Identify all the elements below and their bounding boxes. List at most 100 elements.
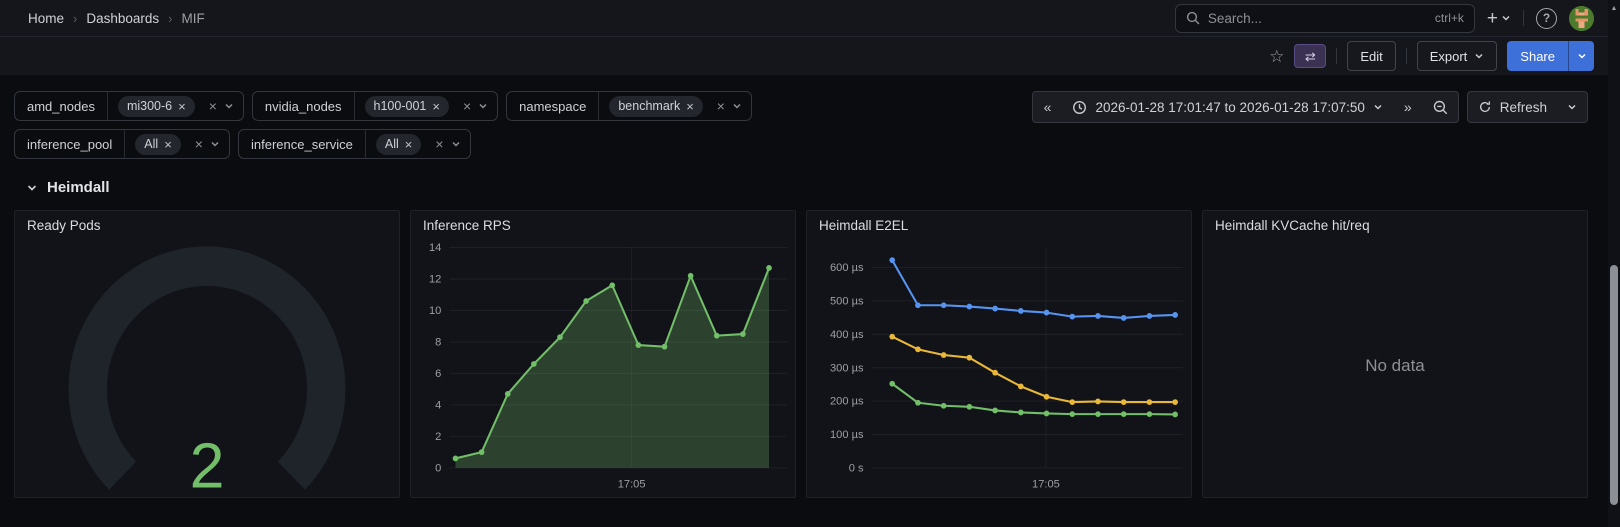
timeseries-chart: 0 2 4 6 8 10 12 14 17:05: [429, 242, 787, 491]
row-heimdall[interactable]: Heimdall: [26, 179, 1620, 196]
share-split-button: Share: [1507, 41, 1594, 71]
svg-text:2: 2: [435, 431, 441, 443]
svg-text:8: 8: [435, 336, 441, 348]
panel-title[interactable]: Inference RPS: [423, 218, 511, 233]
filter-label[interactable]: namespace: [507, 92, 600, 120]
dashboard-toolbar: ☆ ⇄ Edit Export Share: [0, 37, 1620, 75]
search-input[interactable]: Search... ctrl+k: [1174, 3, 1475, 33]
chevron-down-icon: [1374, 104, 1382, 110]
filter-label[interactable]: amd_nodes: [15, 92, 108, 120]
export-label: Export: [1429, 48, 1468, 64]
nodata-panel-body: No data: [1203, 235, 1587, 497]
filter-value: benchmark: [618, 99, 681, 113]
scroll-up-icon[interactable]: ▲: [1610, 5, 1618, 12]
search-shortcut: ctrl+k: [1434, 11, 1464, 25]
top-nav: Home › Dashboards › MIF Search... ctrl+k…: [0, 0, 1620, 37]
zoom-out-icon: [1433, 100, 1447, 114]
filter-value: mi300-6: [126, 99, 173, 113]
avatar[interactable]: [1569, 5, 1594, 31]
time-range-button[interactable]: 2026-01-28 17:01:47 to 2026-01-28 17:07:…: [1062, 92, 1392, 122]
clear-filter-icon[interactable]: ×: [716, 98, 725, 114]
time-shift-back-button[interactable]: «: [1033, 92, 1063, 122]
panel-title[interactable]: Heimdall KVCache hit/req: [1215, 218, 1370, 233]
export-button[interactable]: Export: [1416, 41, 1498, 71]
clear-filter-icon[interactable]: ×: [462, 98, 472, 114]
filter-label[interactable]: nvidia_nodes: [253, 92, 355, 120]
scrollbar-thumb[interactable]: [1610, 265, 1618, 505]
panel-heimdall-e2el: Heimdall E2EL 0 s 100 µs 200 µs 300 µs 400 µ…: [806, 210, 1192, 498]
time-picker-group: « 2026-01-28 17:01:47 to 2026-01-28 17:0…: [1031, 91, 1459, 123]
timeseries-panel-body: 0 s 100 µs 200 µs 300 µs 400 µs 500 µs 600 µs 1…: [807, 235, 1191, 497]
svg-text:600 µs: 600 µs: [830, 262, 864, 274]
chevron-down-icon: [27, 184, 37, 191]
svg-text:300 µs: 300 µs: [830, 362, 864, 374]
filter-label[interactable]: inference_service: [239, 130, 366, 158]
star-button[interactable]: ☆: [1269, 46, 1285, 66]
refresh-button[interactable]: Refresh: [1468, 92, 1557, 122]
svg-text:0: 0: [435, 462, 441, 474]
share-button[interactable]: Share: [1507, 41, 1568, 71]
filter-value-pill[interactable]: h100-001 ×: [364, 95, 449, 117]
svg-text:500 µs: 500 µs: [830, 295, 864, 307]
chevron-down-icon[interactable]: [732, 101, 742, 111]
chevron-down-icon[interactable]: [451, 139, 461, 149]
time-shift-forward-button[interactable]: »: [1393, 92, 1423, 122]
filter-nvidia-nodes: nvidia_nodes h100-001 × ×: [251, 91, 499, 121]
time-range-text: 2026-01-28 17:01:47 to 2026-01-28 17:07:…: [1095, 99, 1365, 115]
breadcrumb-separator: ›: [168, 10, 173, 26]
remove-value-icon[interactable]: ×: [432, 98, 440, 114]
nav-actions: Search... ctrl+k + ?: [1174, 3, 1594, 33]
filter-value-pill[interactable]: mi300-6 ×: [117, 95, 195, 117]
svg-text:4: 4: [435, 399, 441, 411]
chevron-down-icon[interactable]: [224, 101, 234, 111]
breadcrumb-current: MIF: [181, 10, 205, 26]
filter-row: inference_pool All × × inference_service…: [14, 129, 752, 159]
help-button[interactable]: ?: [1536, 7, 1557, 29]
chevron-down-icon: [1502, 15, 1510, 21]
filter-value: h100-001: [373, 99, 427, 113]
panel-title[interactable]: Ready Pods: [27, 218, 101, 233]
filter-amd-nodes: amd_nodes mi300-6 × ×: [14, 91, 244, 121]
filter-value-pill[interactable]: All ×: [135, 133, 181, 155]
swap-view-button[interactable]: ⇄: [1294, 44, 1327, 68]
edit-button[interactable]: Edit: [1347, 41, 1396, 71]
filter-value-pill[interactable]: benchmark ×: [609, 95, 703, 117]
panel-ready-pods: Ready Pods 2: [14, 210, 400, 498]
panel-row: Ready Pods 2 Inference RPS 0 2 4 6 8 10 12 14 17…: [14, 210, 1588, 498]
svg-text:2: 2: [190, 430, 225, 497]
filter-value-pill[interactable]: All ×: [375, 133, 422, 155]
chevron-down-icon: [1568, 104, 1576, 110]
clear-filter-icon[interactable]: ×: [208, 98, 217, 114]
remove-value-icon[interactable]: ×: [164, 136, 172, 152]
timeseries-chart: 0 s 100 µs 200 µs 300 µs 400 µs 500 µs 600 µs 1…: [830, 247, 1183, 491]
panel-inference-rps: Inference RPS 0 2 4 6 8 10 12 14 17:05: [410, 210, 796, 498]
svg-text:17:05: 17:05: [618, 479, 646, 491]
breadcrumb-dashboards[interactable]: Dashboards: [86, 10, 160, 26]
svg-text:400 µs: 400 µs: [830, 329, 864, 341]
remove-value-icon[interactable]: ×: [686, 98, 694, 114]
panel-title[interactable]: Heimdall E2EL: [819, 218, 909, 233]
filter-row: amd_nodes mi300-6 × × nvidia_nodes h100-…: [14, 91, 752, 121]
swap-arrows-icon: ⇄: [1304, 48, 1316, 64]
help-icon: ?: [1536, 7, 1557, 29]
filter-namespace: namespace benchmark × ×: [506, 91, 752, 121]
remove-value-icon[interactable]: ×: [178, 98, 186, 114]
clear-filter-icon[interactable]: ×: [194, 136, 203, 152]
chevron-down-icon[interactable]: [478, 101, 488, 111]
svg-text:12: 12: [429, 273, 441, 285]
share-dropdown-button[interactable]: [1568, 41, 1594, 71]
panel-heimdall-kvcache: Heimdall KVCache hit/req No data: [1202, 210, 1588, 498]
zoom-out-button[interactable]: [1423, 92, 1458, 122]
filter-label[interactable]: inference_pool: [15, 130, 126, 158]
no-data-message: No data: [1365, 356, 1425, 375]
breadcrumb-home[interactable]: Home: [28, 10, 65, 26]
clear-filter-icon[interactable]: ×: [435, 136, 444, 152]
refresh-interval-dropdown[interactable]: [1557, 92, 1587, 122]
variable-filters: amd_nodes mi300-6 × × nvidia_nodes h100-…: [14, 91, 752, 159]
gauge-panel-body: 2: [15, 235, 399, 497]
remove-value-icon[interactable]: ×: [404, 136, 413, 152]
scrollbar[interactable]: ▲: [1608, 0, 1620, 527]
chevron-down-icon[interactable]: [210, 139, 220, 149]
divider: [1405, 48, 1407, 64]
add-button[interactable]: +: [1487, 9, 1511, 28]
